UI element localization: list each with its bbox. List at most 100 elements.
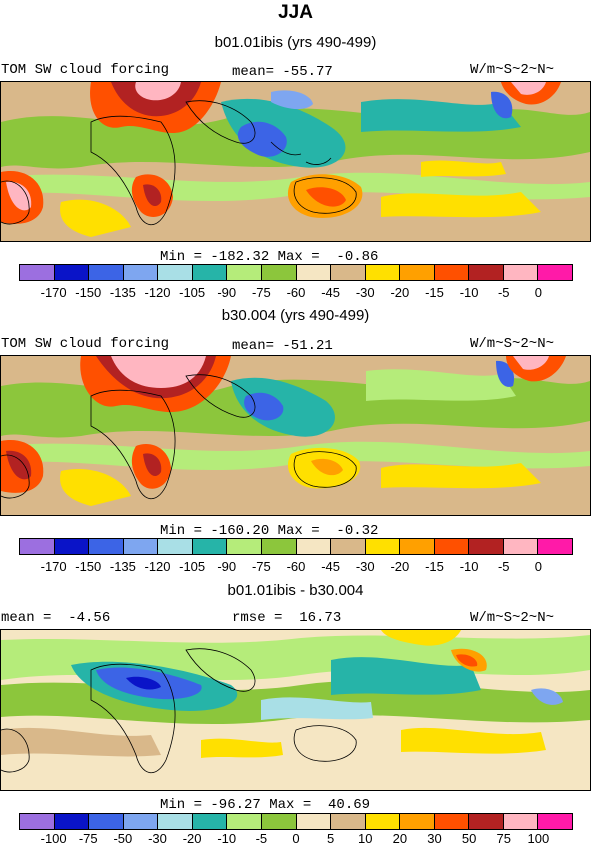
colorbar-tick-label: 50 <box>461 831 477 846</box>
colorbar-tick-label: 100 <box>527 831 550 846</box>
colorbar-swatch <box>89 814 124 829</box>
colorbar-swatch <box>158 539 193 554</box>
colorbar-tick-label: -30 <box>355 559 375 574</box>
colorbar-swatch <box>400 539 435 554</box>
colorbar-swatch <box>123 814 159 829</box>
colorbar-swatch <box>365 539 401 554</box>
colorbar-tick-label: -150 <box>75 559 102 574</box>
colorbar-tick-label: -50 <box>113 831 133 846</box>
colorbar-tick-label: -5 <box>255 831 268 846</box>
colorbar-tick-label: -90 <box>217 559 237 574</box>
colorbar-tick-label: -75 <box>251 559 271 574</box>
colorbar-swatch <box>331 539 366 554</box>
colorbar-tick-label: -10 <box>217 831 237 846</box>
colorbar-swatch <box>158 814 193 829</box>
colorbar-swatch <box>434 265 470 280</box>
colorbar-tick-label: 20 <box>392 831 408 846</box>
panel2-units-label: W/m~S~2~N~ <box>470 336 555 352</box>
colorbar-tick-label: -30 <box>148 831 167 846</box>
colorbar-tick-label: 0 <box>292 831 300 846</box>
colorbar-tick-label: -90 <box>217 285 237 300</box>
colorbar-tick-label: -75 <box>251 285 271 300</box>
colorbar-tick-label: -60 <box>286 285 306 300</box>
colorbar-tick-label: -20 <box>182 831 202 846</box>
colorbar-swatch <box>20 539 55 554</box>
panel2-colorbar <box>19 538 573 555</box>
colorbar-swatch <box>331 265 366 280</box>
colorbar-tick-label: 30 <box>427 831 442 846</box>
panel3-colorbar <box>19 813 573 830</box>
colorbar-swatch <box>261 265 297 280</box>
panel1-colorbar-ticks: -170 -150 -135 -120 -105 -90 -75 -60 -45 -30 -20 -1… <box>19 285 573 301</box>
colorbar-swatch <box>296 539 332 554</box>
colorbar-swatch <box>331 814 366 829</box>
colorbar-swatch <box>20 265 55 280</box>
panel3-rmse-label: rmse = 16.73 <box>232 610 342 626</box>
colorbar-swatch <box>503 265 539 280</box>
panel3-subtitle: b01.01ibis - b30.004 <box>227 582 364 599</box>
colorbar-swatch <box>89 539 124 554</box>
colorbar-tick-label: 10 <box>358 831 373 846</box>
colorbar-tick-label: -15 <box>425 285 444 300</box>
panel2-mean-label: mean= -51.21 <box>232 338 333 354</box>
colorbar-swatch <box>54 814 90 829</box>
colorbar-swatch <box>20 814 55 829</box>
colorbar-swatch <box>434 814 470 829</box>
panel3-minmax: Min = -96.27 Max = 40.69 <box>160 797 371 813</box>
panel2-subtitle: b30.004 (yrs 490-499) <box>221 307 370 324</box>
colorbar-swatch <box>469 814 504 829</box>
colorbar-tick-label: -105 <box>179 559 206 574</box>
colorbar-swatch <box>296 814 332 829</box>
colorbar-swatch <box>469 539 504 554</box>
panel1-colorbar <box>19 264 573 281</box>
colorbar-tick-label: 75 <box>496 831 511 846</box>
colorbar-swatch <box>123 265 159 280</box>
colorbar-tick-label: -10 <box>459 285 479 300</box>
colorbar-swatch <box>503 814 539 829</box>
panel1-mean-label: mean= -55.77 <box>232 64 333 80</box>
colorbar-swatch <box>158 265 193 280</box>
colorbar-swatch <box>503 539 539 554</box>
colorbar-swatch <box>538 265 572 280</box>
colorbar-swatch <box>192 265 228 280</box>
colorbar-tick-label: 0 <box>534 285 542 300</box>
panel2-field-label: TOM SW cloud forcing <box>1 336 170 352</box>
colorbar-tick-label: -135 <box>109 559 136 574</box>
colorbar-swatch <box>365 814 401 829</box>
colorbar-tick-label: -20 <box>390 559 410 574</box>
panel1-field-label: TOM SW cloud forcing <box>1 62 170 78</box>
colorbar-swatch <box>365 265 401 280</box>
colorbar-tick-label: -100 <box>40 831 67 846</box>
colorbar-swatch <box>469 265 504 280</box>
colorbar-tick-label: -60 <box>286 559 306 574</box>
colorbar-swatch <box>434 539 470 554</box>
colorbar-tick-label: -135 <box>109 285 136 300</box>
colorbar-tick-label: -120 <box>144 285 171 300</box>
colorbar-swatch <box>400 814 435 829</box>
colorbar-tick-label: -170 <box>40 285 67 300</box>
panel1-minmax: Min = -182.32 Max = -0.86 <box>160 249 379 265</box>
colorbar-tick-label: 0 <box>534 559 542 574</box>
colorbar-tick-label: -170 <box>40 559 67 574</box>
colorbar-tick-label: -45 <box>321 559 341 574</box>
colorbar-tick-label: 5 <box>327 831 335 846</box>
colorbar-tick-label: -20 <box>390 285 410 300</box>
colorbar-swatch <box>261 539 297 554</box>
panel3-mean-label: mean = -4.56 <box>1 610 111 626</box>
colorbar-swatch <box>261 814 297 829</box>
colorbar-swatch <box>538 814 572 829</box>
colorbar-swatch <box>538 539 572 554</box>
colorbar-swatch <box>227 539 262 554</box>
colorbar-tick-label: -5 <box>497 559 510 574</box>
panel1-units-label: W/m~S~2~N~ <box>470 62 555 78</box>
colorbar-swatch <box>192 539 228 554</box>
colorbar-tick-label: -150 <box>75 285 102 300</box>
colorbar-swatch <box>123 539 159 554</box>
colorbar-swatch <box>400 265 435 280</box>
colorbar-swatch <box>89 265 124 280</box>
colorbar-swatch <box>227 814 262 829</box>
colorbar-swatch <box>227 265 262 280</box>
colorbar-tick-label: -10 <box>459 559 479 574</box>
panel1-map <box>0 81 591 242</box>
panel2-map <box>0 355 591 516</box>
